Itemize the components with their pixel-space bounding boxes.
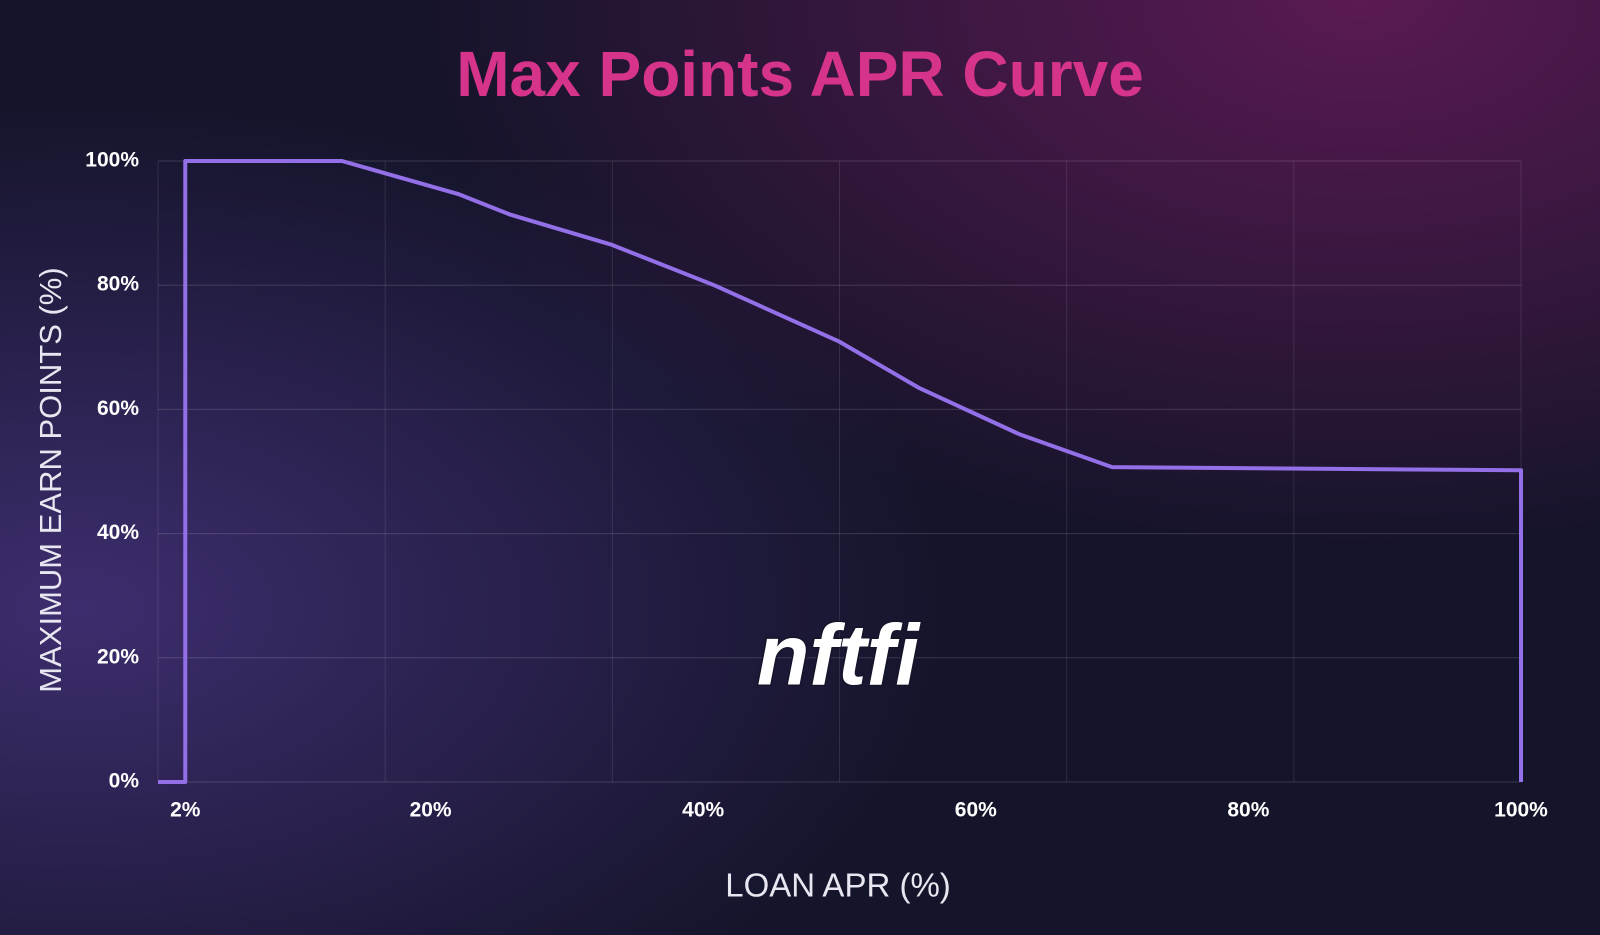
- y-axis-title: MAXIMUM EARN POINTS (%): [33, 267, 68, 692]
- x-tick-label: 20%: [410, 799, 452, 822]
- x-tick-label: 60%: [955, 799, 997, 822]
- y-tick-label: 100%: [85, 149, 139, 172]
- x-tick-label: 40%: [682, 799, 724, 822]
- chart-title: Max Points APR Curve: [456, 38, 1144, 110]
- x-tick-label: 100%: [1494, 799, 1548, 822]
- logo: nftfi: [757, 608, 921, 704]
- y-tick-label: 60%: [97, 397, 139, 420]
- y-tick-label: 20%: [97, 645, 139, 668]
- line-series: [158, 159, 1523, 784]
- y-tick-label: 40%: [97, 521, 139, 544]
- y-tick-label: 0%: [109, 770, 140, 793]
- x-tick-label: 2%: [170, 799, 201, 822]
- x-tick-label: 80%: [1227, 799, 1269, 822]
- y-tick-label: 80%: [97, 273, 139, 296]
- x-axis-title: LOAN APR (%): [725, 867, 951, 904]
